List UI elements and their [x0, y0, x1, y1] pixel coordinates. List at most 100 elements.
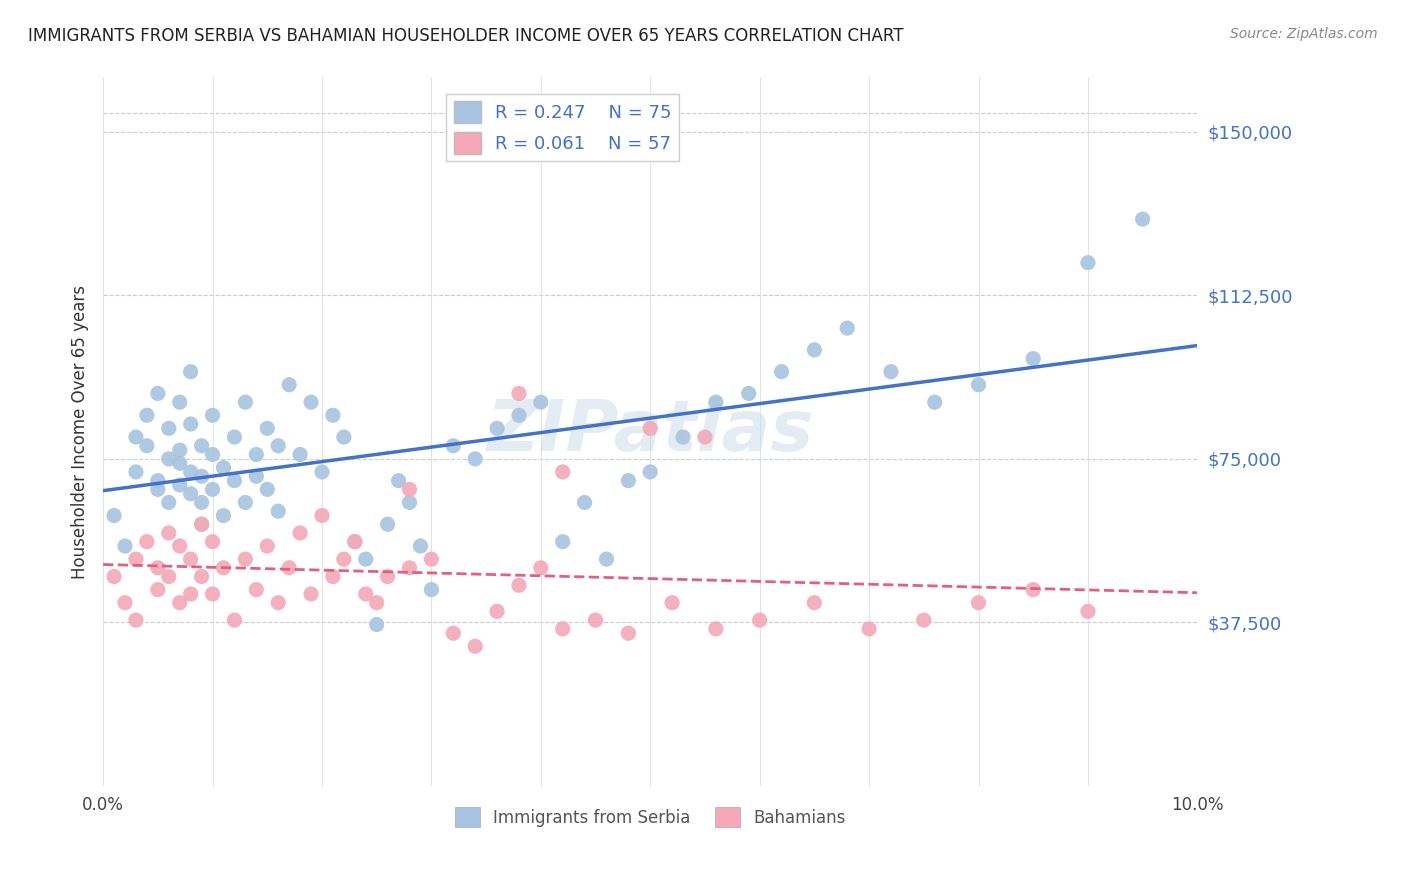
Y-axis label: Householder Income Over 65 years: Householder Income Over 65 years: [72, 285, 89, 579]
Point: [146, 582, 169, 597]
Point: [638, 465, 661, 479]
Point: [135, 534, 157, 549]
Point: [530, 395, 553, 409]
Point: [617, 474, 640, 488]
Point: [366, 617, 388, 632]
Point: [169, 539, 191, 553]
Point: [135, 409, 157, 423]
Point: [235, 395, 257, 409]
Point: [180, 487, 202, 501]
Point: [146, 474, 169, 488]
Point: [333, 552, 356, 566]
Point: [125, 465, 148, 479]
Point: [169, 456, 191, 470]
Point: [486, 604, 509, 618]
Point: [146, 483, 169, 497]
Point: [157, 525, 180, 540]
Point: [343, 534, 366, 549]
Point: [146, 386, 169, 401]
Point: [880, 365, 903, 379]
Point: [770, 365, 793, 379]
Point: [441, 626, 464, 640]
Point: [212, 508, 235, 523]
Point: [224, 474, 246, 488]
Point: [398, 495, 420, 509]
Point: [333, 430, 356, 444]
Point: [377, 517, 399, 532]
Point: [190, 439, 212, 453]
Point: [704, 395, 727, 409]
Point: [617, 626, 640, 640]
Point: [464, 640, 486, 654]
Text: Source: ZipAtlas.com: Source: ZipAtlas.com: [1230, 27, 1378, 41]
Point: [530, 561, 553, 575]
Text: IMMIGRANTS FROM SERBIA VS BAHAMIAN HOUSEHOLDER INCOME OVER 65 YEARS CORRELATION : IMMIGRANTS FROM SERBIA VS BAHAMIAN HOUSE…: [28, 27, 904, 45]
Point: [157, 569, 180, 583]
Point: [256, 421, 278, 435]
Point: [190, 495, 212, 509]
Point: [354, 552, 377, 566]
Point: [190, 517, 212, 532]
Point: [738, 386, 761, 401]
Point: [420, 552, 443, 566]
Point: [441, 439, 464, 453]
Point: [343, 534, 366, 549]
Point: [180, 587, 202, 601]
Point: [245, 469, 267, 483]
Point: [169, 395, 191, 409]
Point: [267, 596, 290, 610]
Point: [858, 622, 880, 636]
Point: [322, 409, 344, 423]
Point: [1022, 351, 1045, 366]
Point: [103, 569, 125, 583]
Point: [125, 613, 148, 627]
Point: [201, 534, 224, 549]
Point: [322, 569, 344, 583]
Point: [245, 582, 267, 597]
Point: [595, 552, 617, 566]
Point: [169, 596, 191, 610]
Point: [672, 430, 695, 444]
Point: [299, 587, 322, 601]
Point: [311, 508, 333, 523]
Text: ZIPatlas: ZIPatlas: [486, 397, 814, 467]
Point: [551, 622, 574, 636]
Point: [125, 430, 148, 444]
Point: [190, 469, 212, 483]
Point: [693, 430, 716, 444]
Point: [157, 421, 180, 435]
Point: [114, 539, 136, 553]
Point: [398, 483, 420, 497]
Point: [267, 504, 290, 518]
Point: [464, 451, 486, 466]
Point: [387, 474, 409, 488]
Point: [146, 561, 169, 575]
Point: [169, 443, 191, 458]
Point: [704, 622, 727, 636]
Point: [235, 552, 257, 566]
Point: [256, 539, 278, 553]
Point: [224, 613, 246, 627]
Point: [201, 483, 224, 497]
Point: [180, 417, 202, 431]
Point: [278, 561, 301, 575]
Point: [245, 448, 267, 462]
Point: [748, 613, 770, 627]
Point: [574, 495, 596, 509]
Point: [135, 439, 157, 453]
Point: [585, 613, 607, 627]
Point: [267, 439, 290, 453]
Point: [201, 587, 224, 601]
Point: [1077, 604, 1099, 618]
Point: [912, 613, 935, 627]
Point: [299, 395, 322, 409]
Point: [212, 561, 235, 575]
Point: [366, 596, 388, 610]
Point: [661, 596, 683, 610]
Point: [256, 483, 278, 497]
Point: [803, 343, 825, 357]
Point: [235, 495, 257, 509]
Point: [201, 448, 224, 462]
Point: [190, 569, 212, 583]
Point: [278, 377, 301, 392]
